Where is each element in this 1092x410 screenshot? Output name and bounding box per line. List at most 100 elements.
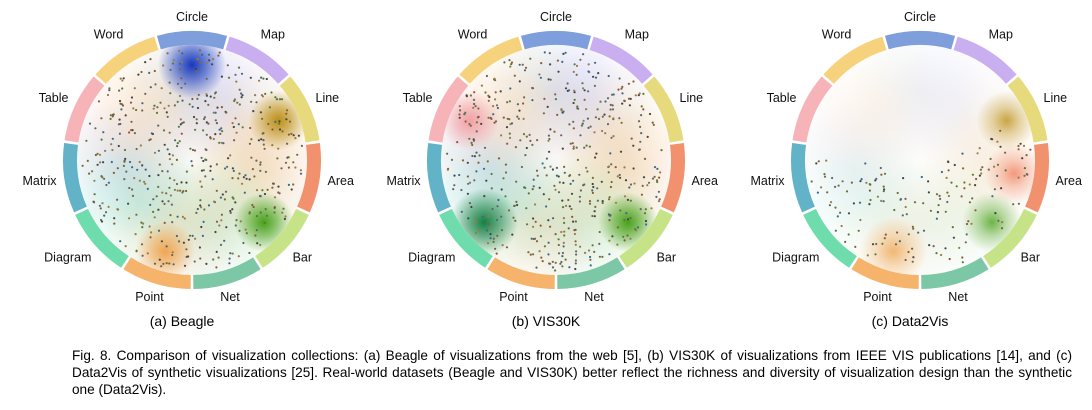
data-point bbox=[564, 51, 567, 54]
data-point bbox=[549, 78, 552, 81]
data-point bbox=[593, 84, 596, 87]
data-point bbox=[614, 201, 618, 204]
data-point bbox=[944, 210, 947, 213]
data-point bbox=[211, 178, 214, 181]
data-point bbox=[583, 183, 586, 186]
data-point bbox=[597, 117, 601, 120]
data-point bbox=[196, 106, 200, 110]
data-point bbox=[228, 257, 231, 260]
data-point bbox=[587, 249, 591, 252]
category-label-area: Area bbox=[692, 174, 718, 188]
data-point bbox=[292, 134, 295, 137]
data-point bbox=[971, 197, 974, 200]
data-point bbox=[659, 171, 662, 174]
data-point bbox=[642, 176, 646, 179]
category-label-bar: Bar bbox=[1021, 251, 1040, 265]
data-point bbox=[477, 161, 480, 164]
data-point bbox=[483, 195, 486, 198]
data-point bbox=[234, 73, 237, 76]
data-point bbox=[225, 111, 228, 114]
data-point bbox=[953, 163, 956, 167]
data-point bbox=[493, 77, 496, 80]
data-point bbox=[519, 139, 522, 142]
data-point bbox=[220, 213, 223, 216]
data-point bbox=[100, 220, 104, 223]
data-point bbox=[212, 58, 215, 61]
data-point bbox=[632, 144, 635, 147]
data-point bbox=[548, 137, 551, 141]
ring-segment-point bbox=[487, 257, 555, 289]
data-point bbox=[127, 202, 130, 205]
data-point bbox=[572, 220, 575, 223]
data-point bbox=[271, 144, 274, 147]
data-point bbox=[237, 177, 240, 180]
data-point bbox=[589, 255, 592, 259]
data-point bbox=[500, 188, 503, 191]
data-point bbox=[158, 258, 161, 261]
data-point bbox=[146, 252, 149, 255]
data-point bbox=[947, 194, 950, 198]
data-point bbox=[505, 246, 509, 249]
data-point bbox=[104, 149, 107, 152]
data-point bbox=[535, 169, 539, 172]
data-point bbox=[203, 117, 206, 121]
data-point bbox=[107, 205, 110, 208]
data-point bbox=[928, 244, 931, 247]
ring-segment-line bbox=[1007, 76, 1048, 143]
data-point bbox=[563, 234, 566, 237]
data-point bbox=[161, 191, 164, 194]
data-point bbox=[103, 177, 106, 180]
data-point bbox=[248, 142, 251, 145]
data-point bbox=[518, 80, 521, 83]
data-point bbox=[823, 173, 826, 176]
data-point bbox=[222, 142, 225, 145]
data-point bbox=[607, 171, 610, 174]
data-point bbox=[157, 229, 161, 232]
category-label-diagram: Diagram bbox=[408, 251, 455, 265]
data-point bbox=[141, 109, 144, 112]
data-point bbox=[168, 177, 171, 180]
data-point bbox=[534, 220, 537, 223]
data-point bbox=[101, 176, 104, 179]
data-point bbox=[205, 121, 208, 124]
data-point bbox=[215, 122, 218, 125]
data-point bbox=[625, 212, 628, 215]
data-point bbox=[183, 217, 186, 220]
data-point bbox=[453, 174, 456, 177]
data-point bbox=[637, 94, 640, 97]
data-point bbox=[510, 61, 514, 64]
data-point bbox=[255, 189, 259, 192]
data-point bbox=[584, 251, 587, 254]
data-point bbox=[179, 62, 182, 65]
data-point bbox=[607, 198, 611, 201]
data-point bbox=[292, 183, 295, 186]
hotspot-circle bbox=[158, 45, 226, 99]
data-point bbox=[936, 211, 939, 214]
data-point bbox=[476, 116, 479, 119]
data-point bbox=[195, 70, 198, 73]
hotspot-area bbox=[984, 143, 1035, 204]
data-point bbox=[557, 191, 561, 194]
data-point bbox=[547, 134, 550, 137]
data-point bbox=[165, 192, 168, 195]
data-point bbox=[549, 63, 552, 66]
data-point bbox=[238, 88, 241, 91]
data-point bbox=[623, 195, 627, 198]
data-point bbox=[859, 218, 862, 222]
category-label-map: Map bbox=[989, 28, 1013, 42]
data-point bbox=[207, 204, 211, 207]
data-point bbox=[582, 119, 585, 122]
data-point bbox=[825, 159, 828, 162]
data-point bbox=[165, 262, 168, 265]
data-point bbox=[532, 253, 535, 256]
data-point bbox=[547, 139, 550, 142]
data-point bbox=[587, 126, 590, 129]
data-point bbox=[110, 143, 113, 146]
data-point bbox=[489, 226, 492, 229]
data-point bbox=[245, 177, 248, 180]
data-point bbox=[300, 144, 303, 147]
data-point bbox=[112, 113, 115, 116]
data-point bbox=[946, 191, 949, 194]
data-point bbox=[639, 140, 642, 143]
data-point bbox=[267, 122, 270, 126]
